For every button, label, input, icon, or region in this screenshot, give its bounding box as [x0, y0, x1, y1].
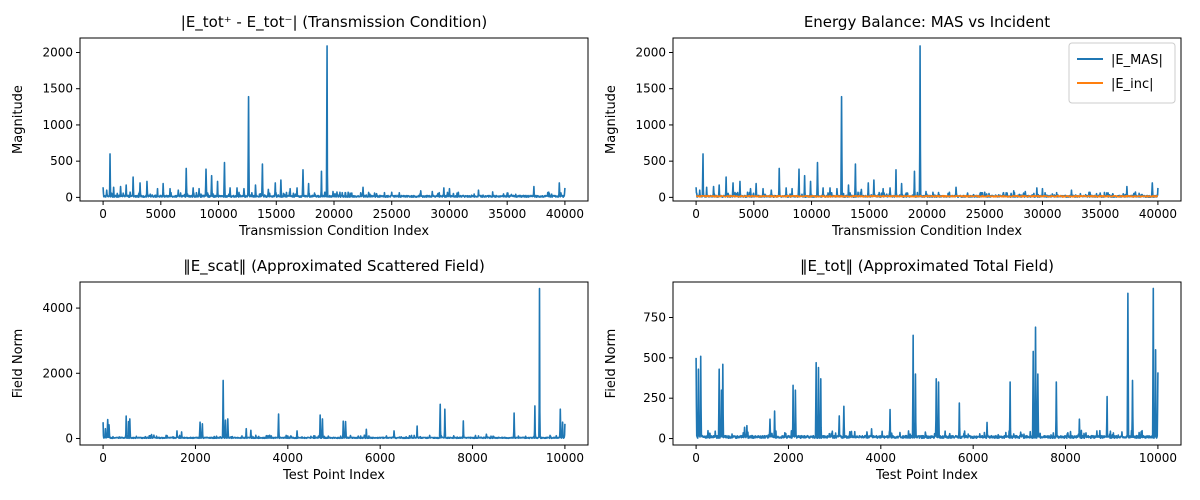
subplot-1: 0 5000 10000 15000 20000 25000 30000 35000 40000…: [11, 13, 589, 239]
subplot-3: 0 2000 4000 6000 8000 10000 0 2000 4000 ‖E_scat‖ …: [11, 257, 589, 483]
legend: |E_MAS| |E_inc|: [1068, 42, 1176, 104]
chart-title: |E_tot⁺ - E_tot⁻| (Transmission Conditio…: [181, 13, 487, 32]
x-axis-label: Transmission Condition Index: [831, 224, 1022, 239]
y-tick-label: 250: [643, 391, 666, 405]
y-tick-label: 1500: [635, 82, 666, 96]
x-axis-label: Test Point Index: [282, 468, 385, 483]
x-tick-label: 4000: [866, 451, 897, 465]
subplot-2: 0 5000 10000 15000 20000 25000 30000 35000 40000…: [604, 13, 1182, 239]
y-tick-label: 2000: [42, 45, 73, 59]
x-tick-label: 0: [692, 451, 700, 465]
x-tick-label: 35000: [1081, 207, 1119, 221]
x-tick-label: 6000: [958, 451, 989, 465]
y-tick-label: 1000: [42, 118, 73, 132]
chart-title: ‖E_scat‖ (Approximated Scattered Field): [183, 257, 485, 276]
legend-box: [1068, 42, 1176, 104]
y-tick-label: 2000: [42, 366, 73, 380]
chart-title: ‖E_tot‖ (Approximated Total Field): [800, 257, 1054, 276]
legend-label: |E_MAS|: [1111, 53, 1163, 68]
x-tick-label: 0: [692, 207, 700, 221]
y-axis-label: Magnitude: [11, 85, 26, 154]
series-line-1: [102, 45, 566, 198]
y-tick-label: 500: [50, 154, 73, 168]
x-tick-label: 10000: [199, 207, 237, 221]
legend-label: |E_inc|: [1111, 77, 1153, 92]
x-tick-label: 20000: [908, 207, 946, 221]
x-tick-label: 8000: [1050, 451, 1081, 465]
y-tick-label: 1500: [42, 82, 73, 96]
x-tick-label: 25000: [966, 207, 1004, 221]
series-line-2: [695, 194, 1159, 198]
y-axis-label: Field Norm: [604, 329, 619, 399]
x-tick-label: 10000: [1139, 451, 1177, 465]
x-tick-label: 2000: [773, 451, 804, 465]
y-axis-label: Magnitude: [604, 85, 619, 154]
x-axis-label: Test Point Index: [875, 468, 978, 483]
y-tick-label: 500: [643, 351, 666, 365]
x-axis-label: Transmission Condition Index: [238, 224, 429, 239]
axes-frame: [672, 281, 1182, 446]
x-tick-label: 0: [99, 207, 107, 221]
axes-frame: [79, 37, 589, 202]
x-tick-label: 40000: [1139, 207, 1177, 221]
y-tick-label: 0: [658, 190, 666, 204]
x-tick-label: 30000: [430, 207, 468, 221]
x-tick-label: 10000: [792, 207, 830, 221]
x-tick-label: 10000: [546, 451, 584, 465]
y-axis-label: Field Norm: [11, 329, 26, 399]
series-line-1: [695, 287, 1159, 440]
x-tick-label: 5000: [739, 207, 770, 221]
y-tick-label: 1000: [635, 118, 666, 132]
x-tick-label: 5000: [146, 207, 177, 221]
y-tick-label: 2000: [635, 45, 666, 59]
axes-frame: [79, 281, 589, 446]
y-tick-label: 0: [658, 432, 666, 446]
y-tick-label: 0: [65, 190, 73, 204]
y-tick-label: 500: [643, 154, 666, 168]
y-tick-label: 4000: [42, 301, 73, 315]
x-tick-label: 2000: [180, 451, 211, 465]
x-tick-label: 4000: [273, 451, 304, 465]
x-tick-label: 30000: [1023, 207, 1061, 221]
series-line-1: [102, 287, 566, 440]
x-tick-label: 20000: [315, 207, 353, 221]
x-tick-label: 6000: [365, 451, 396, 465]
x-tick-label: 0: [99, 451, 107, 465]
x-tick-label: 8000: [457, 451, 488, 465]
x-tick-label: 25000: [373, 207, 411, 221]
chart-title: Energy Balance: MAS vs Incident: [804, 13, 1050, 31]
x-tick-label: 35000: [488, 207, 526, 221]
y-tick-label: 0: [65, 431, 73, 445]
y-tick-label: 750: [643, 311, 666, 325]
x-tick-label: 15000: [850, 207, 888, 221]
x-tick-label: 15000: [257, 207, 295, 221]
x-tick-label: 40000: [546, 207, 584, 221]
subplot-4: 0 2000 4000 6000 8000 10000 0 250 500 750 ‖E_tot‖ …: [604, 257, 1182, 483]
